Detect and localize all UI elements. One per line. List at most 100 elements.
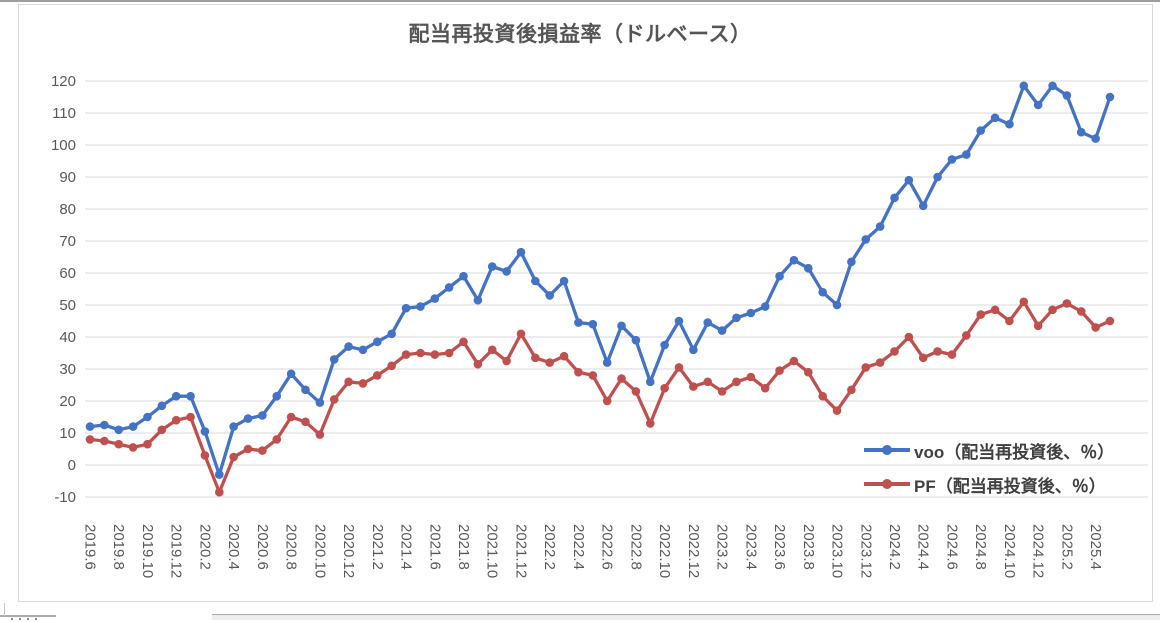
sheet-nav-tick [35, 618, 37, 620]
data-point-marker [933, 172, 942, 182]
data-point-marker [574, 367, 583, 377]
legend-label-voo: voo（配当再投資後、％） [914, 442, 1115, 462]
x-tick-label: 2019.12 [168, 524, 185, 578]
x-tick-label: 2022.12 [685, 524, 702, 578]
data-point-marker [1062, 299, 1072, 308]
data-point-marker [588, 371, 598, 380]
data-point-marker [660, 340, 669, 350]
data-point-marker [617, 374, 626, 383]
data-point-marker [1005, 316, 1014, 326]
chart-title: 配当再投資後損益率（ドルベース） [408, 23, 752, 46]
data-point-marker [286, 369, 296, 379]
data-point-marker [373, 371, 382, 380]
data-point-marker [1062, 91, 1072, 100]
data-point-marker [171, 415, 181, 425]
data-point-marker [890, 193, 899, 203]
data-point-marker [1105, 316, 1115, 326]
series-line [88, 84, 1112, 477]
data-point-marker [258, 446, 267, 455]
x-tick-label: 2022.8 [627, 524, 644, 570]
data-point-marker [804, 367, 813, 377]
data-point-marker [229, 422, 238, 431]
data-point-marker [128, 422, 138, 431]
data-point-marker [85, 435, 95, 444]
data-point-marker [904, 332, 914, 342]
data-point-marker [976, 310, 985, 319]
data-point-marker [1076, 307, 1086, 316]
x-tick-label: 2023.8 [800, 524, 817, 570]
data-point-marker [114, 439, 124, 449]
x-tick-label: 2020.10 [311, 524, 328, 578]
data-point-marker [832, 406, 842, 415]
data-point-marker [171, 391, 181, 401]
data-point-marker [344, 377, 353, 387]
legend-item-voo: voo（配当再投資後、％） [864, 436, 1114, 464]
data-point-marker [186, 412, 195, 422]
data-point-marker [459, 271, 468, 281]
x-tick-label: 2022.2 [541, 524, 558, 570]
x-tick-label: 2021.4 [398, 524, 415, 570]
data-point-marker [1033, 321, 1043, 331]
data-point-marker [746, 372, 756, 382]
horizontal-scrollbar-edge[interactable] [212, 614, 1160, 620]
data-point-marker [1091, 134, 1100, 143]
x-tick-label: 2023.6 [771, 524, 788, 570]
data-point-marker [962, 331, 971, 340]
data-point-marker [344, 342, 353, 351]
data-point-marker [660, 383, 669, 393]
x-tick-label: 2023.12 [857, 524, 874, 578]
data-point-marker [214, 487, 224, 497]
data-point-marker [1091, 323, 1100, 332]
data-point-marker [516, 329, 526, 339]
pf-line-marker-icon [864, 479, 910, 489]
x-tick-label: 2020.6 [254, 524, 271, 570]
data-point-marker [200, 427, 210, 436]
x-tick-label: 2022.4 [570, 524, 587, 570]
data-point-marker [1005, 119, 1014, 129]
data-point-marker [200, 451, 210, 460]
data-point-marker [473, 359, 483, 369]
data-point-marker [401, 350, 411, 359]
data-point-marker [559, 276, 569, 286]
data-point-marker [143, 439, 152, 449]
gridlines [85, 80, 1148, 498]
data-point-marker [214, 470, 224, 479]
data-point-marker [631, 335, 641, 345]
data-point-marker [617, 321, 626, 331]
sheet-nav-tick [19, 618, 21, 620]
y-axis-labels: -10 0 10 20 30 40 50 60 70 80 90 100 110 120 [51, 73, 76, 506]
data-point-marker [114, 425, 124, 435]
series-voo [85, 81, 1115, 479]
data-point-marker [962, 150, 971, 159]
data-point-marker [703, 318, 713, 327]
data-point-marker [157, 401, 167, 411]
data-point-marker [430, 294, 440, 303]
x-tick-label: 2021.6 [426, 524, 443, 570]
y-tick-label: 0 [68, 457, 76, 474]
sheet-nav-tick [11, 618, 13, 620]
data-point-marker [789, 255, 799, 265]
data-point-marker [1076, 127, 1086, 137]
y-tick-label: 110 [52, 105, 76, 122]
data-point-marker [717, 387, 727, 396]
x-tick-label: 2021.2 [369, 524, 386, 570]
data-point-marker [143, 412, 152, 422]
data-point-marker [516, 247, 526, 257]
data-point-marker [128, 443, 138, 452]
data-point-marker [645, 377, 655, 387]
x-tick-label: 2022.10 [656, 524, 673, 578]
data-point-marker [645, 419, 655, 428]
data-point-marker [301, 385, 310, 395]
x-tick-label: 2020.4 [225, 524, 242, 570]
data-point-marker [545, 358, 555, 367]
y-tick-label: 90 [59, 169, 76, 186]
data-point-marker [100, 436, 109, 446]
data-point-marker [789, 356, 799, 366]
data-point-marker [1048, 305, 1057, 315]
data-point-marker [689, 345, 698, 355]
data-point-marker [272, 435, 282, 444]
x-tick-label: 2021.12 [512, 524, 529, 578]
data-point-marker [804, 263, 813, 273]
data-point-marker [416, 348, 425, 358]
